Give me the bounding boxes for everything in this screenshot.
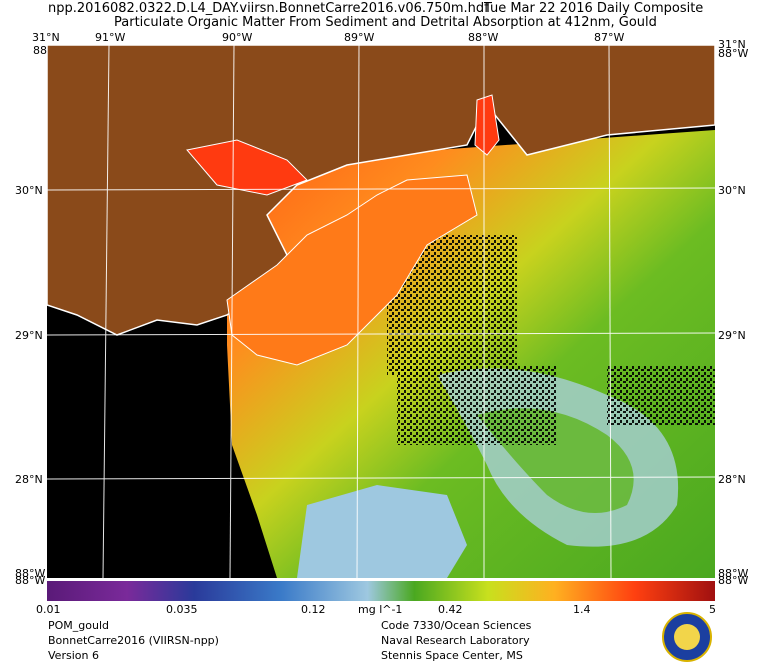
date-title: Tue Mar 22 2016 Daily Composite [484, 1, 704, 16]
graticule [47, 45, 715, 578]
lon-label-89w: 89°W [344, 31, 375, 44]
lon-label-87w: 87°W [594, 31, 625, 44]
colorbar-tick-0-12: 0.12 [301, 603, 326, 616]
lon-label-91w: 91°W [95, 31, 126, 44]
colorbar-tick-0-035: 0.035 [166, 603, 198, 616]
bottom-left-lat-label: 88°W [15, 567, 46, 580]
lake-pontchartrain [186, 139, 308, 196]
colorbar-tick-5: 5 [709, 603, 716, 616]
lat-label-29n-right: 29°N [718, 329, 746, 342]
colorbar-tick-0-01: 0.01 [36, 603, 61, 616]
land-mass [47, 45, 715, 336]
footer-dataset: BonnetCarre2016 (VIIRSN-npp) [48, 634, 219, 647]
cloud-mask-2 [397, 365, 557, 445]
lat-label-28n-right: 28°N [718, 473, 746, 486]
cloud-mask-3 [607, 365, 715, 425]
bottom-right-lon-label: 88°W [718, 574, 749, 587]
footer-version: Version 6 [48, 649, 99, 662]
lat-label-30n-left: 30°N [15, 184, 43, 197]
top-right-lon-label: 88°W [718, 47, 749, 60]
footer-lab: Naval Research Laboratory [381, 634, 530, 647]
lat-label-28n-left: 28°N [15, 473, 43, 486]
file-name-title: npp.2016082.0322.D.L4_DAY.viirsn.BonnetC… [48, 1, 489, 16]
delta-high-concentration [226, 174, 478, 366]
lat-label-29n-left: 29°N [15, 329, 43, 342]
lon-label-90w: 90°W [222, 31, 253, 44]
bottom-right-lat-label: 88°W [718, 567, 749, 580]
seal-emblem [674, 624, 700, 650]
colorbar-units: mg l^-1 [358, 603, 403, 616]
colorbar [47, 581, 715, 601]
satellite-map [47, 45, 715, 578]
colorbar-tick-0-42: 0.42 [438, 603, 463, 616]
bottom-left-lon-label: 88°W [15, 574, 46, 587]
footer-code: Code 7330/Ocean Sciences [381, 619, 532, 632]
footer-location: Stennis Space Center, MS [381, 649, 523, 662]
top-left-lat-label: 31°N [32, 31, 60, 44]
product-title: Particulate Organic Matter From Sediment… [114, 15, 657, 30]
colorbar-tick-1-4: 1.4 [573, 603, 591, 616]
nrl-seal-logo [662, 612, 712, 662]
mobile-bay [474, 94, 500, 156]
lat-label-30n-right: 30°N [718, 184, 746, 197]
low-concentration-plume [297, 485, 467, 578]
top-right-lat-label: 31°N [718, 38, 746, 51]
footer-product-name: POM_gould [48, 619, 110, 632]
lon-label-88w: 88°W [468, 31, 499, 44]
